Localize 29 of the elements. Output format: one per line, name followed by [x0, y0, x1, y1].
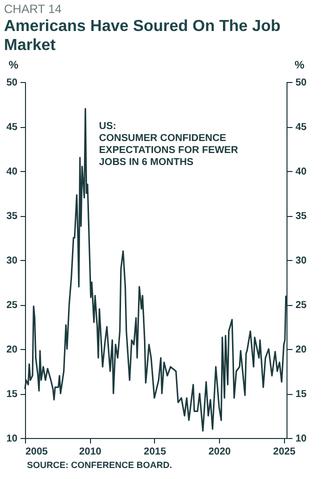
y-tick-label: 10	[6, 434, 18, 444]
y2-tick-label: 35	[296, 211, 308, 222]
y2-tick-label: 10	[296, 434, 308, 444]
y-tick-label: 30	[6, 256, 18, 266]
y2-tick-label: 25	[296, 300, 308, 311]
y-tick-label: 25	[6, 300, 18, 311]
y2-tick-label: 40	[296, 166, 308, 178]
y2-tick-label: 20	[296, 344, 308, 356]
caption: CHART 14	[4, 2, 62, 16]
x-tick-label: 2005	[26, 446, 48, 458]
x-tick-label: 2015	[144, 446, 166, 458]
y-tick-label: 35	[6, 211, 18, 222]
y-tick-label: 20	[6, 344, 18, 356]
x-tick-label: 2020	[208, 446, 232, 458]
y-axis-title: %	[8, 60, 19, 72]
chart-title: Americans Have Soured On The Job Market	[4, 18, 281, 54]
y2-tick-label: 50	[296, 78, 308, 88]
y-tick-label: 15	[6, 389, 18, 400]
y-tick-label: 40	[6, 166, 18, 178]
source-note: SOURCE: CONFERENCE BOARD.	[27, 460, 172, 470]
y2-tick-label: 45	[296, 122, 308, 133]
annotation: US: CONSUMER CONFIDENCE EXPECTATIONS FOR FEWER JOBS IN 6 MONTHS	[99, 121, 239, 168]
y-tick-label: 50	[6, 78, 18, 88]
y2-tick-label: 30	[296, 256, 308, 266]
x-tick-label: 2025	[273, 446, 296, 458]
y2-tick-label: 15	[296, 389, 308, 400]
y-tick-label: 45	[6, 122, 18, 133]
x-tick-label: 2010	[79, 446, 102, 458]
y2-axis-title: %	[294, 60, 305, 72]
